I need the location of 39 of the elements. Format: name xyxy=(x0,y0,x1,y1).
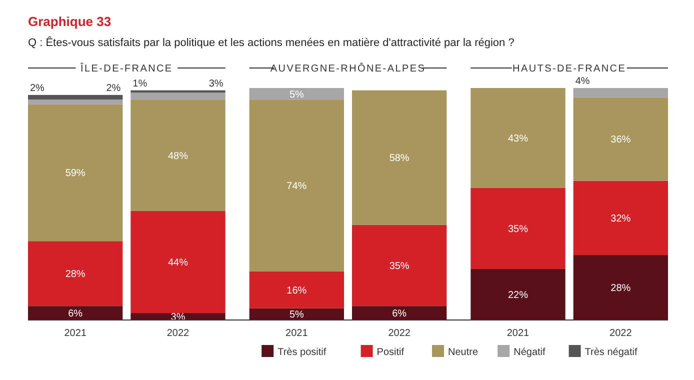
legend-label: Neutre xyxy=(448,347,478,358)
data-label: 43% xyxy=(508,133,528,144)
legend-label: Très négatif xyxy=(584,347,638,358)
data-label: 2% xyxy=(106,82,121,94)
data-label: 22% xyxy=(508,290,528,301)
text: AUVERGNE-RHÔNE-ALPES xyxy=(270,62,426,74)
data-label: 1% xyxy=(132,78,148,90)
data-label: 59% xyxy=(65,168,86,180)
legend-label: Positif xyxy=(376,347,404,358)
x-tick-label: 2022 xyxy=(610,328,632,339)
data-label: 4% xyxy=(575,76,590,87)
data-label: 35% xyxy=(508,224,528,235)
data-label: 36% xyxy=(610,134,631,146)
legend-label: Très positif xyxy=(278,347,326,358)
data-label: 58% xyxy=(389,153,410,164)
data-label: 6% xyxy=(392,308,407,320)
data-label: 6% xyxy=(68,308,83,320)
text: HAUTS-DE-FRANCE xyxy=(512,64,626,74)
data-label: 28% xyxy=(65,269,86,280)
x-tick-label: 2021 xyxy=(286,328,308,339)
data-label: 74% xyxy=(286,180,307,192)
data-label: 5% xyxy=(289,89,304,100)
data-label: 48% xyxy=(168,150,188,162)
chart-subtitle: Q : Êtes-vous satisfaits par la politique et les actions menées en matière d'attractivité par la région ? xyxy=(28,36,514,49)
x-tick-label: 2021 xyxy=(64,328,87,339)
data-label: 3% xyxy=(208,78,224,90)
data-label: 35% xyxy=(389,260,410,272)
chart-title: Graphique 33 xyxy=(28,14,112,29)
data-label: 44% xyxy=(168,258,188,268)
legend-label: Négatif xyxy=(514,347,546,358)
text: ÎLE-DE-FRANCE xyxy=(80,62,173,74)
x-tick-label: 2021 xyxy=(506,328,530,339)
data-label: 28% xyxy=(610,283,631,294)
data-label: 16% xyxy=(286,285,307,296)
data-label: 2% xyxy=(30,82,45,94)
data-label: 5% xyxy=(289,310,304,321)
x-tick-label: 2022 xyxy=(166,328,190,339)
data-label: 32% xyxy=(610,213,631,224)
x-tick-label: 2022 xyxy=(388,328,411,339)
